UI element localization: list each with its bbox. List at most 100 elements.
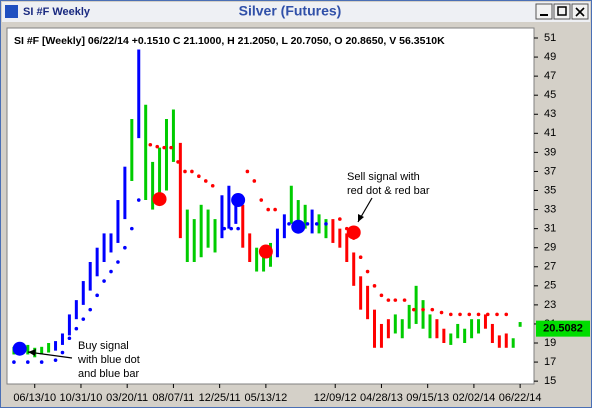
close-icon — [575, 7, 585, 17]
annotation-line: Sell signal with — [347, 171, 420, 183]
stop-dot — [476, 312, 481, 317]
stop-dot — [236, 226, 240, 231]
stop-dot — [116, 260, 120, 264]
stop-dot — [379, 293, 384, 298]
stop-dot — [458, 312, 462, 317]
y-tick-label: 27 — [544, 261, 556, 273]
stop-dot — [60, 350, 65, 355]
signal-dot — [12, 341, 27, 356]
stop-dot — [421, 307, 425, 312]
stop-dot — [358, 255, 363, 260]
y-tick-label: 15 — [544, 375, 556, 387]
signal-dot — [346, 225, 361, 240]
x-tick-label: 12/25/11 — [199, 392, 241, 404]
x-tick-label: 08/07/11 — [152, 392, 194, 404]
y-tick-label: 23 — [544, 299, 556, 311]
stop-dot — [183, 169, 187, 174]
stop-dot — [338, 217, 342, 221]
y-tick-label: 25 — [544, 280, 556, 292]
stop-dot — [245, 169, 250, 174]
stop-dot — [266, 207, 270, 212]
stop-dot — [155, 144, 160, 149]
y-tick-label: 37 — [544, 165, 556, 177]
maximize-icon — [557, 6, 567, 16]
stop-dot — [39, 360, 44, 364]
stop-dot — [169, 145, 173, 150]
signal-dot — [231, 193, 246, 208]
plot — [12, 49, 522, 364]
y-tick-label: 45 — [544, 89, 556, 101]
stop-dot — [259, 198, 264, 202]
minimize-button[interactable] — [535, 3, 553, 20]
last-price-box — [536, 320, 590, 337]
arrow-head — [28, 349, 36, 356]
annotation-line: Buy signal — [78, 340, 129, 352]
stop-dot — [148, 142, 153, 147]
stop-dot — [314, 222, 319, 226]
plot-area — [6, 27, 535, 385]
y-tick-label: 33 — [544, 203, 556, 215]
last-price-label: 20.5082 — [543, 323, 583, 335]
y-tick-label: 35 — [544, 184, 556, 196]
window-title: SI #F Weekly — [23, 6, 91, 18]
stop-dot — [162, 145, 166, 150]
stop-dot — [123, 245, 127, 250]
stop-dot — [74, 326, 79, 331]
x-tick-label: 06/13/10 — [13, 392, 56, 404]
x-tick-label: 09/15/13 — [406, 392, 449, 404]
stop-dot — [210, 183, 215, 188]
signal-dot — [291, 219, 306, 234]
stop-dot — [393, 298, 398, 302]
stop-dot — [12, 360, 16, 364]
signal-dot — [152, 192, 167, 207]
y-tick-label: 17 — [544, 356, 556, 368]
stop-dot — [95, 293, 99, 298]
stop-dot — [467, 312, 472, 317]
x-tick-label: 02/02/14 — [452, 392, 495, 404]
x-tick-label: 10/31/10 — [60, 392, 103, 404]
stop-dot — [273, 207, 277, 212]
stop-dot — [203, 179, 208, 183]
stop-dot — [136, 198, 141, 202]
y-tick-label: 51 — [544, 32, 556, 44]
chart-caption: Silver (Futures) — [239, 3, 342, 19]
annotation-line: red dot & red bar — [347, 185, 430, 197]
y-tick-label: 29 — [544, 242, 556, 254]
annotation-line: and blue bar — [78, 368, 139, 380]
stop-dot — [324, 222, 328, 226]
stop-dot — [430, 307, 435, 312]
stop-dot — [504, 312, 509, 317]
app-icon — [5, 5, 18, 18]
stop-dot — [252, 179, 257, 183]
y-tick-label: 43 — [544, 108, 556, 120]
stop-dot — [197, 174, 201, 179]
stop-dot — [386, 298, 391, 302]
stop-dot — [109, 269, 113, 274]
stop-dot — [102, 279, 106, 283]
stop-dot — [495, 312, 499, 317]
annotation-line: with blue dot — [77, 354, 140, 366]
stop-dot — [305, 222, 310, 226]
info-line: SI #F [Weekly] 06/22/14 +0.1510 C 21.100… — [14, 35, 445, 47]
stop-dot — [222, 226, 227, 231]
window-buttons[interactable] — [535, 3, 589, 20]
x-tick-label: 04/28/13 — [360, 392, 403, 404]
stop-dot — [229, 226, 234, 231]
stop-dot — [287, 222, 291, 226]
stop-dot — [190, 169, 194, 174]
y-tick-label: 47 — [544, 70, 556, 82]
stop-dot — [88, 307, 93, 312]
x-tick-label: 05/13/12 — [244, 392, 287, 404]
x-tick-label: 06/22/14 — [499, 392, 542, 404]
stop-dot — [176, 160, 180, 164]
stop-dot — [402, 298, 407, 302]
x-tick-label: 12/09/12 — [314, 392, 357, 404]
stop-dot — [365, 269, 370, 274]
stop-dot — [412, 307, 416, 312]
stop-dot — [81, 317, 86, 321]
stop-dot — [439, 310, 444, 315]
y-tick-label: 19 — [544, 337, 556, 349]
stop-dot — [485, 312, 490, 317]
